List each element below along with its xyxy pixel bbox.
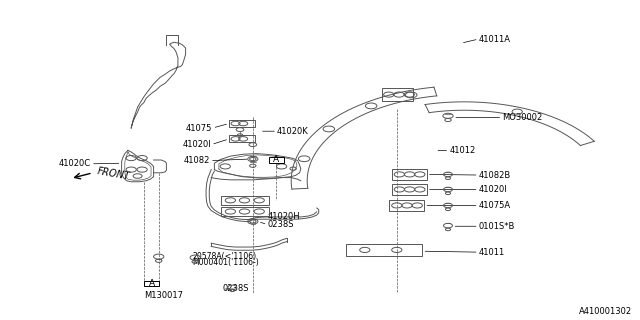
Text: A410001302: A410001302	[579, 307, 632, 316]
Text: 20578A(<'1106): 20578A(<'1106)	[192, 252, 256, 261]
Bar	[229, 135, 255, 142]
Text: A: A	[273, 155, 280, 164]
Bar	[389, 200, 424, 211]
Text: 0238S: 0238S	[223, 284, 249, 293]
Text: 41020I: 41020I	[182, 140, 211, 149]
Text: 0238S: 0238S	[268, 220, 294, 229]
Text: FRONT: FRONT	[96, 166, 131, 181]
Text: 41075: 41075	[186, 124, 212, 132]
Text: A: A	[148, 279, 155, 288]
Bar	[392, 169, 427, 180]
Bar	[346, 244, 422, 256]
Text: 41011A: 41011A	[479, 35, 511, 44]
Text: 41011: 41011	[479, 248, 505, 257]
Bar	[221, 207, 269, 216]
Text: 41082: 41082	[184, 156, 210, 165]
Text: 41020C: 41020C	[59, 159, 91, 168]
Bar	[382, 88, 413, 101]
Text: 41020H: 41020H	[268, 212, 300, 221]
Text: 41012: 41012	[449, 146, 476, 155]
Text: M130017: M130017	[144, 292, 182, 300]
Bar	[221, 196, 269, 205]
Text: 41075A: 41075A	[479, 201, 511, 210]
Bar	[269, 157, 284, 163]
Bar	[144, 281, 159, 286]
Bar	[229, 120, 255, 127]
Text: 41082B: 41082B	[479, 171, 511, 180]
Text: M000401('1106-): M000401('1106-)	[192, 258, 259, 267]
Text: 41020K: 41020K	[277, 127, 309, 136]
Text: 0101S*B: 0101S*B	[479, 222, 515, 231]
Bar	[392, 184, 427, 195]
Text: MO30002: MO30002	[502, 113, 543, 122]
Text: 41020I: 41020I	[479, 185, 508, 194]
